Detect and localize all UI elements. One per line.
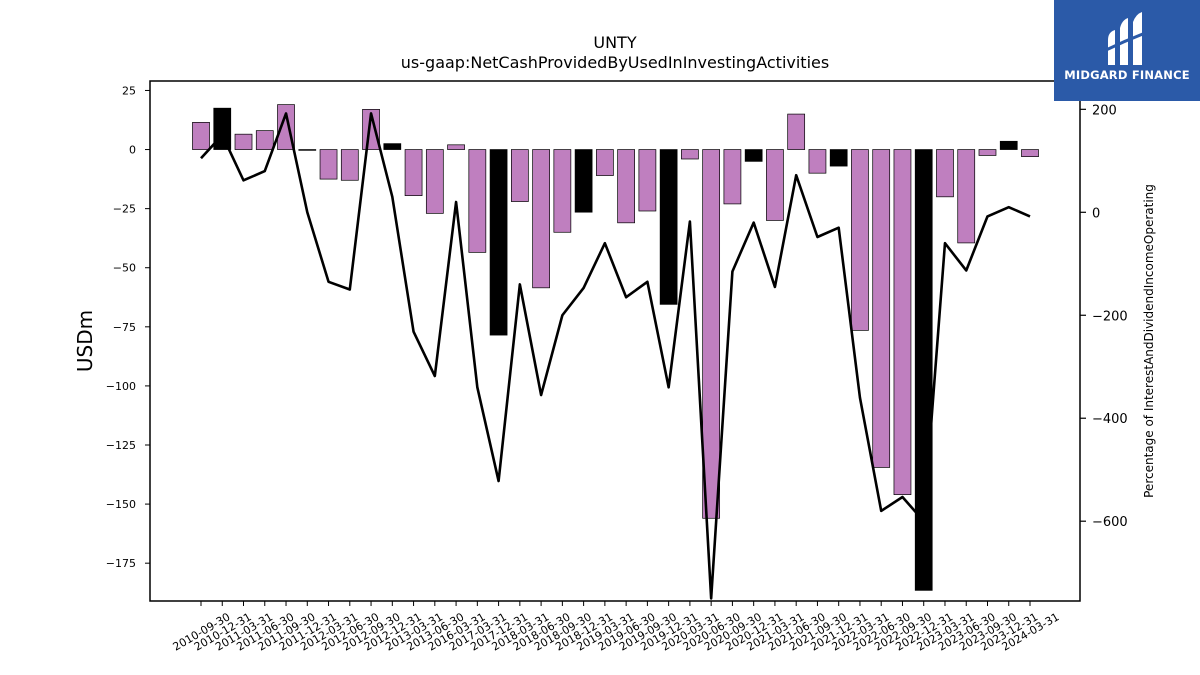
bar <box>596 149 614 176</box>
plot-frame <box>149 80 1081 602</box>
y2-tick-label: −200 <box>1092 309 1128 324</box>
bar <box>425 149 444 214</box>
chart-subtitle: us-gaap:NetCashProvidedByUsedInInvesting… <box>401 53 829 72</box>
line-series <box>200 112 1031 600</box>
bar <box>319 149 338 180</box>
chart-title: UNTY <box>593 33 636 52</box>
y-tick-label: −125 <box>106 439 136 452</box>
bar <box>893 149 912 495</box>
y-tick-label: −175 <box>106 557 136 570</box>
bar <box>574 149 593 213</box>
bar-series <box>192 104 1039 591</box>
bar <box>447 144 465 150</box>
bar <box>936 149 954 198</box>
bar <box>744 149 763 162</box>
y-tick-label: 25 <box>122 84 136 97</box>
brand-name: MIDGARD FINANCE <box>1064 68 1190 82</box>
bar <box>510 149 529 202</box>
bar <box>255 130 274 150</box>
bar <box>999 140 1018 150</box>
y2-axis-label: Percentage of InterestAndDividendIncomeO… <box>1142 184 1156 498</box>
bar <box>723 149 742 205</box>
bar <box>829 149 848 167</box>
bar <box>638 149 657 212</box>
bar <box>808 149 827 174</box>
bar <box>702 149 721 519</box>
bar <box>914 149 933 591</box>
bar <box>1021 149 1039 157</box>
bar <box>617 149 635 224</box>
midgard-logo-icon <box>1105 12 1149 65</box>
brand-logo: MIDGARD FINANCE <box>1054 0 1200 101</box>
bar <box>532 149 550 289</box>
bar <box>872 149 891 468</box>
y2-tick-label: −600 <box>1092 515 1128 530</box>
y2-tick-label: 0 <box>1092 206 1100 221</box>
bar <box>978 149 997 156</box>
bar <box>234 133 253 150</box>
bar <box>766 149 784 221</box>
left-axis: 25 0 −25 −50 −75 −100 −125 −150 −175 <box>106 84 150 570</box>
y-tick-label: −25 <box>113 203 136 216</box>
bar <box>787 113 806 150</box>
bar <box>851 149 869 331</box>
bar <box>659 149 678 305</box>
right-axis: 200 0 −200 −400 −600 <box>1080 103 1128 530</box>
y2-tick-label: −400 <box>1092 412 1128 427</box>
y-tick-label: −150 <box>106 498 136 511</box>
bar <box>192 122 210 150</box>
bar <box>681 149 699 160</box>
bar <box>489 149 508 336</box>
bar <box>340 149 359 181</box>
line-path <box>200 112 1031 600</box>
y-tick-label: −50 <box>113 262 136 275</box>
bar <box>553 149 572 233</box>
bar <box>298 149 317 151</box>
y2-tick-label: 200 <box>1092 103 1117 118</box>
y-tick-label: −75 <box>113 321 136 334</box>
bar <box>957 149 976 244</box>
bar <box>383 143 402 150</box>
bar <box>468 149 487 253</box>
y-tick-label: 0 <box>129 144 136 157</box>
x-axis: 2010-09-302010-12-312011-03-312011-06-30… <box>171 601 1062 654</box>
y-tick-label: −100 <box>106 380 136 393</box>
bar <box>404 149 423 196</box>
y-axis-label: USDm <box>73 310 97 372</box>
